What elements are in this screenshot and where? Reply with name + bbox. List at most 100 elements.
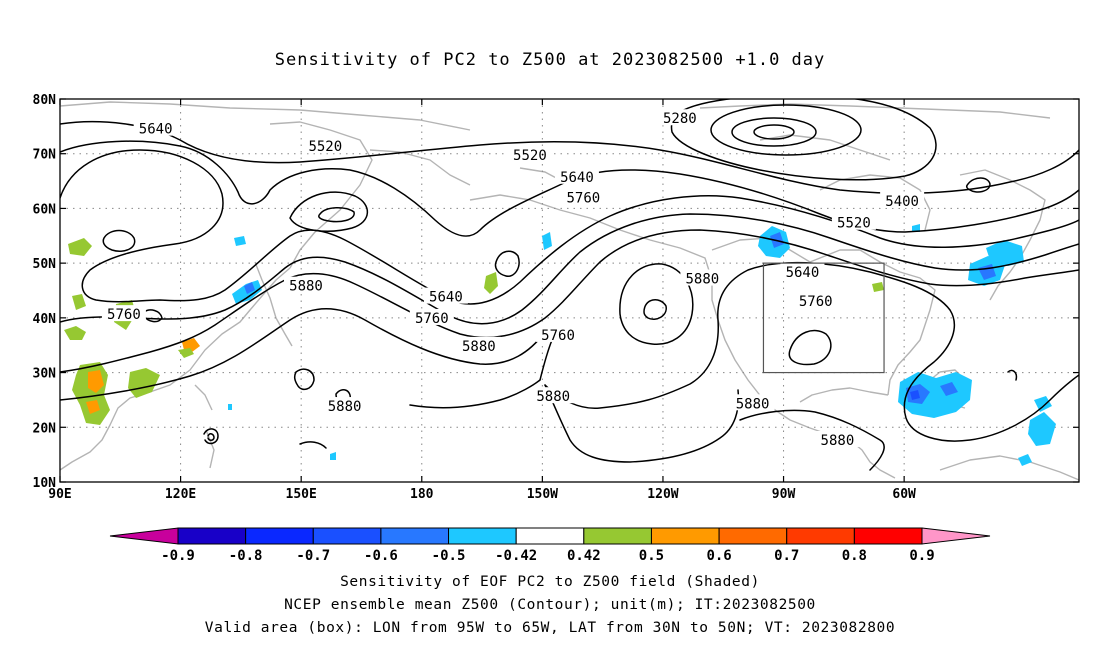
positive-patch-dateline — [484, 272, 498, 294]
negative-patch-japan-2 — [244, 282, 255, 294]
colorbar-segment — [177, 527, 247, 545]
contour-label: 5760 — [799, 294, 833, 310]
negative-patch-atlantic-2 — [1034, 396, 1052, 412]
contour-label-knockout — [507, 145, 552, 162]
lon-label: 60W — [892, 487, 916, 502]
positive-patch-china-2 — [64, 326, 86, 340]
contour-label-knockout — [284, 276, 329, 293]
colorbar-high-extension — [921, 527, 991, 545]
contour-label: 5640 — [139, 122, 173, 138]
contour-label: 5880 — [289, 279, 323, 295]
contour-label: 5880 — [821, 433, 855, 449]
positive-patch-great-lakes — [872, 282, 884, 292]
contour-label-knockout — [554, 167, 599, 184]
contour-label-knockout — [793, 291, 838, 308]
strong-patch-china — [88, 370, 104, 393]
negative-patch-gulf-alaska — [542, 232, 552, 250]
contour-label-knockout — [456, 336, 501, 353]
negative-patch-labrador — [986, 240, 1024, 266]
colorbar-label: 0.7 — [774, 548, 799, 564]
lat-label: 20N — [33, 421, 57, 436]
lon-label: 180 — [410, 487, 434, 502]
contour-label: 5760 — [541, 328, 575, 344]
contour-label: 5520 — [513, 148, 547, 164]
positive-patch-china-5 — [128, 368, 160, 398]
plot-title: Sensitivity of PC2 to Z500 at 2023082500… — [274, 50, 826, 70]
contour-label-knockout — [423, 287, 468, 304]
negative-patch-west-pacific — [228, 404, 232, 410]
positive-patch-china-6 — [72, 294, 86, 310]
contour-label: 5520 — [308, 139, 342, 155]
positive-patch-china-4 — [68, 238, 92, 256]
colorbar-label: 0.8 — [842, 548, 867, 564]
strong-patch-east-china — [182, 338, 200, 352]
contour-label: 5880 — [736, 396, 770, 412]
contour-label-knockout — [322, 397, 367, 414]
lon-label: 150E — [286, 487, 317, 502]
lat-label: 30N — [33, 367, 57, 382]
lon-label: 90W — [772, 487, 796, 502]
contour-label-knockout — [730, 394, 775, 411]
colorbar-segment — [583, 527, 652, 545]
negative-patch-west-pacific-2 — [330, 452, 336, 460]
contour-label: 5640 — [786, 265, 820, 281]
contour-label: 5520 — [837, 216, 871, 232]
negative-patch-gulf-3 — [910, 390, 920, 400]
lat-label: 40N — [33, 312, 57, 327]
colorbar-segment — [448, 527, 517, 545]
lon-label: 120E — [165, 487, 196, 502]
colorbar-segment — [718, 527, 788, 545]
colorbar-segment — [853, 527, 923, 545]
colorbar-label: 0.9 — [909, 548, 934, 564]
colorbar-segment — [650, 527, 720, 545]
colorbar-label: -0.9 — [161, 548, 195, 564]
lon-label: 120W — [647, 487, 678, 502]
contour-label-knockout — [536, 325, 581, 342]
negative-patch-atlantic — [1028, 412, 1056, 446]
colorbar-label: 0.42 — [567, 548, 601, 564]
colorbar-segment — [245, 527, 314, 545]
contour-label-knockout — [831, 213, 876, 230]
lat-lon-grid — [60, 99, 1079, 482]
map-background — [60, 99, 1079, 482]
contour-label-knockout — [303, 137, 348, 154]
strong-patch-china-2 — [86, 400, 100, 414]
lat-label: 10N — [33, 476, 57, 491]
colorbar-label: -0.7 — [296, 548, 330, 564]
contour-label-knockout — [101, 305, 146, 322]
caption-line-2: NCEP ensemble mean Z500 (Contour); unit(… — [284, 597, 816, 613]
contour-label: 5880 — [536, 389, 570, 405]
colorbar-label: 0.6 — [706, 548, 731, 564]
colorbar-label: -0.42 — [495, 548, 537, 564]
lat-label: 50N — [33, 257, 57, 272]
contour-label: 5880 — [685, 272, 719, 288]
contour-label-knockout — [133, 119, 178, 136]
caption-line-3: Valid area (box): LON from 95W to 65W, L… — [204, 620, 896, 636]
contour-label-knockout — [657, 109, 702, 126]
colorbar-segment — [786, 527, 855, 545]
negative-patch-gulf-4 — [940, 382, 958, 396]
contour-label-knockout — [531, 387, 576, 404]
contour-label: 5880 — [462, 339, 496, 355]
contour-labels: 5280 5640 5520 5520 5640 5760 5400 5520 5880 5640… — [101, 109, 925, 449]
lon-label: 150W — [527, 487, 558, 502]
contour-label: 5640 — [429, 290, 463, 306]
colorbar-label: 0.5 — [639, 548, 664, 564]
negative-patch-gulf — [898, 372, 972, 418]
positive-patch-east-china — [178, 348, 194, 358]
contour-label-knockout — [409, 308, 454, 325]
colorbar: -0.9 -0.8 -0.7 -0.6 -0.5 -0.42 0.42 0.5 0.6 0.7 0.… — [109, 527, 991, 564]
negative-patch-atlantic-3 — [1018, 454, 1032, 466]
map-frame — [59, 98, 1080, 483]
colorbar-segment — [312, 527, 382, 545]
caption-line-1: Sensitivity of EOF PC2 to Z500 field (Sh… — [340, 574, 760, 590]
contour-label: 5400 — [885, 194, 919, 210]
contour-label: 5640 — [560, 170, 594, 186]
contour-label-knockout — [780, 262, 825, 279]
colorbar-label: -0.6 — [364, 548, 398, 564]
contour-label: 5760 — [567, 191, 601, 207]
lat-label: 80N — [33, 93, 57, 108]
valid-area-box — [762, 262, 885, 374]
